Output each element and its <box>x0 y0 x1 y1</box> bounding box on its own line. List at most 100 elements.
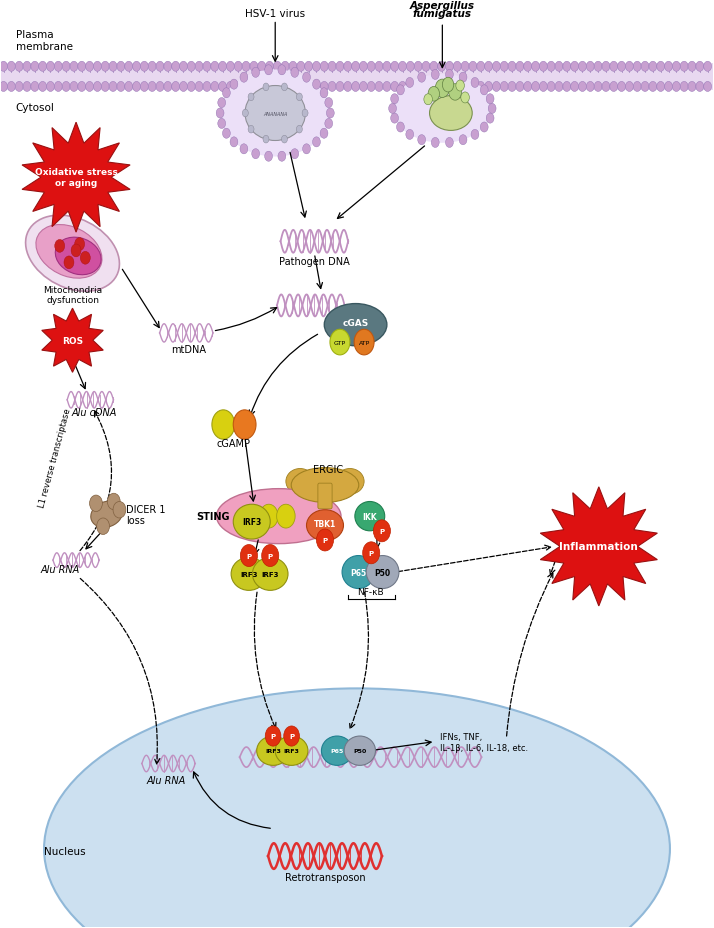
Circle shape <box>649 62 657 72</box>
Circle shape <box>164 83 172 93</box>
Ellipse shape <box>306 510 343 541</box>
Circle shape <box>218 98 226 109</box>
Circle shape <box>218 62 226 72</box>
Circle shape <box>641 83 649 93</box>
Text: fumigatus: fumigatus <box>413 8 472 19</box>
Circle shape <box>273 83 281 93</box>
Circle shape <box>418 73 426 84</box>
Ellipse shape <box>216 489 341 544</box>
Circle shape <box>570 83 578 93</box>
Circle shape <box>86 62 94 72</box>
Circle shape <box>316 529 333 551</box>
Circle shape <box>586 62 594 72</box>
Text: IRF3: IRF3 <box>283 748 299 754</box>
Circle shape <box>240 145 248 155</box>
Circle shape <box>313 83 321 93</box>
Circle shape <box>81 252 90 264</box>
Circle shape <box>665 83 673 93</box>
Circle shape <box>96 519 109 535</box>
Circle shape <box>125 62 133 72</box>
Text: Mitochondria
dysfunction: Mitochondria dysfunction <box>43 286 102 304</box>
Circle shape <box>78 83 86 93</box>
Ellipse shape <box>26 216 119 292</box>
Circle shape <box>226 83 234 93</box>
Circle shape <box>625 62 633 72</box>
Circle shape <box>328 83 336 93</box>
Circle shape <box>641 62 649 72</box>
Circle shape <box>250 62 258 72</box>
Circle shape <box>448 84 461 101</box>
Circle shape <box>172 62 179 72</box>
Circle shape <box>281 136 288 144</box>
Circle shape <box>218 83 226 93</box>
Circle shape <box>281 83 289 93</box>
Circle shape <box>406 130 413 140</box>
Circle shape <box>211 62 218 72</box>
Circle shape <box>391 62 398 72</box>
Text: or aging: or aging <box>55 179 97 188</box>
Text: IKK: IKK <box>363 512 377 522</box>
Ellipse shape <box>286 469 314 495</box>
Circle shape <box>477 62 485 72</box>
Circle shape <box>481 85 488 96</box>
Circle shape <box>113 502 126 519</box>
Circle shape <box>696 83 704 93</box>
Circle shape <box>383 62 391 72</box>
Circle shape <box>625 83 633 93</box>
Circle shape <box>471 130 479 140</box>
Circle shape <box>602 62 610 72</box>
Circle shape <box>321 62 328 72</box>
Circle shape <box>406 78 413 88</box>
Circle shape <box>313 137 321 148</box>
Text: GTP: GTP <box>334 341 346 345</box>
Circle shape <box>344 83 352 93</box>
Circle shape <box>524 83 532 93</box>
Circle shape <box>443 78 453 93</box>
Circle shape <box>471 78 479 88</box>
Ellipse shape <box>344 736 376 766</box>
Circle shape <box>133 83 141 93</box>
Circle shape <box>430 83 438 93</box>
Text: P: P <box>271 733 276 740</box>
Circle shape <box>388 104 396 114</box>
Circle shape <box>70 62 78 72</box>
Circle shape <box>375 83 383 93</box>
Circle shape <box>313 62 321 72</box>
Circle shape <box>446 83 453 93</box>
Circle shape <box>46 62 54 72</box>
Circle shape <box>446 138 453 148</box>
Circle shape <box>602 83 610 93</box>
FancyBboxPatch shape <box>318 483 332 509</box>
Circle shape <box>266 727 281 746</box>
Circle shape <box>618 62 625 72</box>
Circle shape <box>469 62 477 72</box>
Circle shape <box>203 83 211 93</box>
Text: L1 reverse transcriptase: L1 reverse transcriptase <box>37 407 72 509</box>
Circle shape <box>428 87 440 102</box>
Text: ATP: ATP <box>358 341 370 345</box>
Text: Alu cDNA: Alu cDNA <box>71 407 116 418</box>
Circle shape <box>109 62 117 72</box>
Circle shape <box>241 545 258 567</box>
Text: Inflammation: Inflammation <box>560 542 638 552</box>
Circle shape <box>71 245 81 258</box>
Circle shape <box>133 62 141 72</box>
Circle shape <box>297 83 305 93</box>
Circle shape <box>31 83 39 93</box>
Circle shape <box>0 83 7 93</box>
Circle shape <box>64 257 74 269</box>
Circle shape <box>330 329 350 355</box>
Circle shape <box>164 62 172 72</box>
Circle shape <box>352 83 359 93</box>
Text: P65: P65 <box>351 568 366 577</box>
Text: Alu RNA: Alu RNA <box>41 564 80 574</box>
Text: TBK1: TBK1 <box>314 520 336 528</box>
Circle shape <box>248 126 254 134</box>
Circle shape <box>396 122 404 133</box>
Circle shape <box>54 62 62 72</box>
Circle shape <box>242 83 250 93</box>
Text: Nucleus: Nucleus <box>44 846 86 857</box>
Circle shape <box>296 94 302 101</box>
Text: Pathogen DNA: Pathogen DNA <box>279 256 350 266</box>
Circle shape <box>422 62 430 72</box>
